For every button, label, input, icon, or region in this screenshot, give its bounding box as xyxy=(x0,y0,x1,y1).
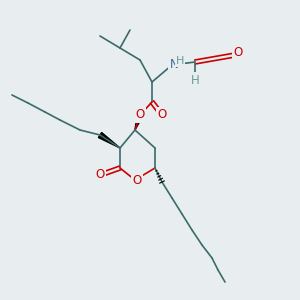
Text: H: H xyxy=(190,74,200,86)
Text: H: H xyxy=(176,56,184,66)
Polygon shape xyxy=(98,133,120,148)
Text: O: O xyxy=(132,173,142,187)
Text: N: N xyxy=(169,58,178,70)
Text: O: O xyxy=(158,109,166,122)
Polygon shape xyxy=(135,114,143,130)
Text: O: O xyxy=(95,167,105,181)
Text: O: O xyxy=(135,109,145,122)
Text: O: O xyxy=(233,46,243,59)
